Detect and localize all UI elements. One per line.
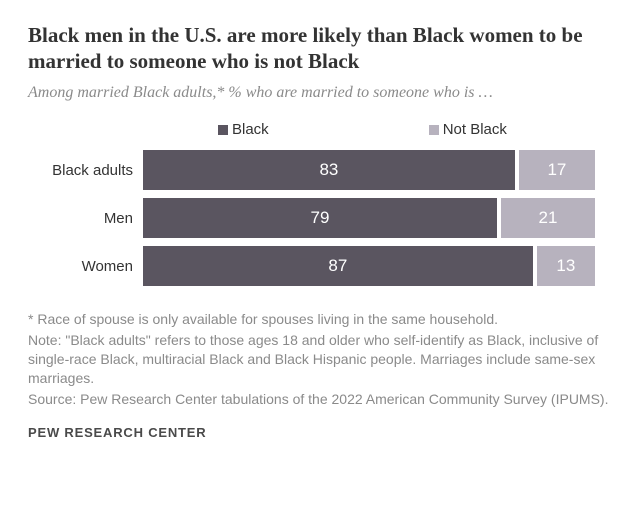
table-row: Black adults8317 xyxy=(28,150,612,190)
bar-chart: Black adults8317 Men7921 Women8713 xyxy=(28,150,612,286)
source: Source: Pew Research Center tabulations … xyxy=(28,390,612,409)
legend: Black Not Black xyxy=(28,121,612,138)
row-label: Men xyxy=(28,210,143,227)
bar-not-black: 17 xyxy=(519,150,595,190)
legend-label: Black xyxy=(232,121,269,138)
legend-label: Not Black xyxy=(443,121,507,138)
bar-not-black: 13 xyxy=(537,246,595,286)
note: Note: "Black adults" refers to those age… xyxy=(28,331,612,388)
legend-swatch-icon xyxy=(429,125,439,135)
bar-black: 83 xyxy=(143,150,515,190)
bar-not-black: 21 xyxy=(501,198,595,238)
table-row: Men7921 xyxy=(28,198,612,238)
bar-black: 79 xyxy=(143,198,497,238)
chart-subtitle: Among married Black adults,* % who are m… xyxy=(28,83,612,104)
chart-title: Black men in the U.S. are more likely th… xyxy=(28,22,612,75)
table-row: Women8713 xyxy=(28,246,612,286)
row-label: Black adults xyxy=(28,162,143,179)
row-label: Women xyxy=(28,258,143,275)
legend-item-not-black: Not Black xyxy=(429,121,507,138)
bar-black: 87 xyxy=(143,246,533,286)
legend-item-black: Black xyxy=(218,121,269,138)
footnote: * Race of spouse is only available for s… xyxy=(28,310,612,329)
legend-swatch-icon xyxy=(218,125,228,135)
attribution: PEW RESEARCH CENTER xyxy=(28,425,612,440)
